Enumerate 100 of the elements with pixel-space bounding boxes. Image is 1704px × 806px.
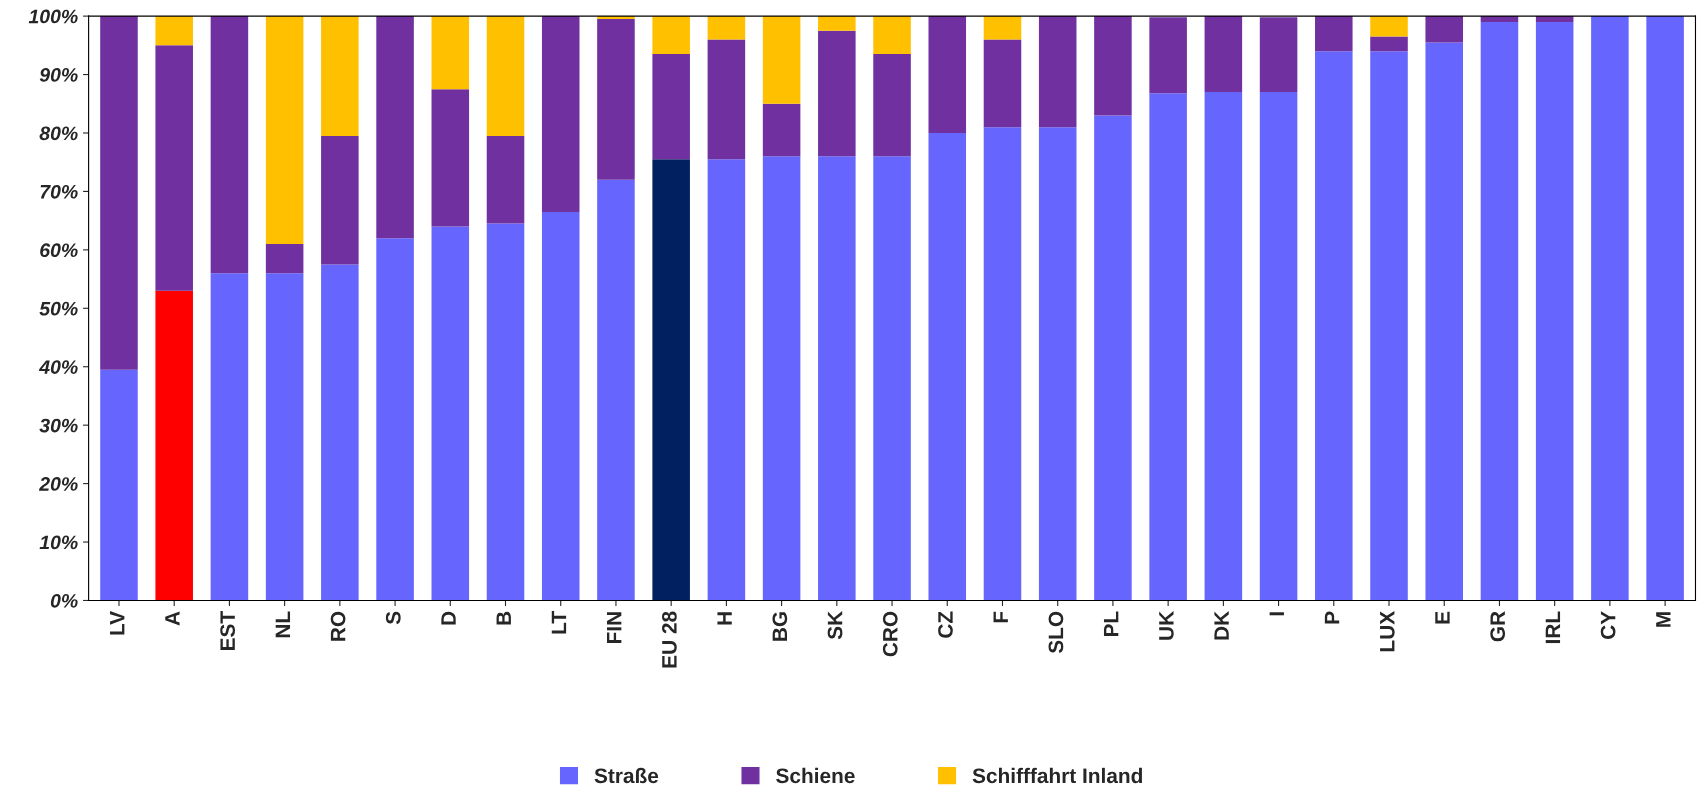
bar xyxy=(265,273,304,601)
bar xyxy=(1315,51,1353,601)
bar xyxy=(1149,93,1187,601)
x-tick-label: PL xyxy=(1103,611,1119,637)
bar xyxy=(321,264,359,601)
bar xyxy=(652,54,690,160)
bar xyxy=(873,54,911,157)
bar xyxy=(155,16,193,46)
bar xyxy=(1094,16,1132,116)
bar xyxy=(983,16,1022,40)
bar xyxy=(873,156,911,601)
x-tick-label: NL xyxy=(275,611,291,638)
bar xyxy=(818,16,856,31)
bar xyxy=(928,132,967,601)
y-tick-label: 40% xyxy=(38,360,78,374)
x-tick-label: A xyxy=(165,611,180,626)
bar xyxy=(1204,92,1243,601)
bar xyxy=(818,30,856,157)
bar xyxy=(486,223,525,601)
x-tick-label: LV xyxy=(110,611,125,635)
bar xyxy=(762,103,801,157)
bar xyxy=(707,39,746,160)
bar xyxy=(707,16,746,40)
bar xyxy=(431,89,470,227)
x-tick-label: CZ xyxy=(938,611,953,638)
bar xyxy=(873,16,911,55)
bar xyxy=(1038,16,1077,128)
bar xyxy=(1480,21,1519,601)
x-tick-label: RO xyxy=(330,611,346,641)
bar xyxy=(1535,21,1574,601)
y-tick-label: 60% xyxy=(40,243,78,258)
x-tick-label: DK xyxy=(1214,611,1229,640)
y-tick-label: 80% xyxy=(39,126,78,141)
bar xyxy=(1259,17,1298,93)
bar xyxy=(983,127,1022,601)
bar xyxy=(1149,17,1187,94)
bar xyxy=(321,135,359,265)
bar xyxy=(1315,16,1353,52)
x-tick-label: H xyxy=(717,612,732,625)
y-tick-label: 0% xyxy=(50,593,78,608)
bar xyxy=(1591,16,1629,601)
bar xyxy=(1646,16,1684,601)
x-tick-label: BG xyxy=(772,612,788,641)
legend-label: Schifffahrt Inland xyxy=(972,767,1142,784)
x-tick-label: SK xyxy=(827,611,843,640)
bar xyxy=(100,369,138,601)
bar xyxy=(376,238,414,601)
x-tick-label: S xyxy=(385,611,401,625)
y-tick-label: 50% xyxy=(39,301,78,316)
bar xyxy=(707,159,746,601)
x-tick-label: CY xyxy=(1600,611,1616,639)
x-tick-label: IRL xyxy=(1545,611,1561,644)
x-tick-label: SLO xyxy=(1048,611,1064,654)
bar xyxy=(541,211,580,601)
bar xyxy=(541,16,580,212)
legend-label: Straße xyxy=(594,767,659,784)
x-tick-label: LUX xyxy=(1380,611,1395,652)
y-tick-label: 70% xyxy=(40,184,78,199)
bar xyxy=(431,226,470,601)
bar xyxy=(1094,115,1132,601)
bar xyxy=(597,19,635,180)
bar xyxy=(983,39,1022,128)
bar xyxy=(928,16,967,133)
bar xyxy=(1259,92,1298,601)
bar xyxy=(100,16,138,370)
bar xyxy=(762,16,801,104)
y-tick-label: 100% xyxy=(28,9,78,24)
bar xyxy=(1425,42,1464,601)
bar xyxy=(155,45,193,291)
bar xyxy=(1370,51,1408,601)
x-tick-label: M xyxy=(1656,612,1671,627)
bar xyxy=(265,244,304,274)
bar xyxy=(155,290,193,601)
x-tick-label: P xyxy=(1324,611,1340,624)
bar xyxy=(486,135,525,224)
x-tick-label: I xyxy=(1269,612,1284,616)
bar xyxy=(486,16,525,136)
bar xyxy=(652,159,690,601)
x-tick-label: GR xyxy=(1490,611,1506,642)
x-tick-label: LT xyxy=(551,611,567,634)
bar xyxy=(818,156,856,601)
x-tick-label: B xyxy=(496,611,511,625)
bar xyxy=(1425,16,1464,43)
bar xyxy=(762,156,801,601)
bar xyxy=(376,16,414,239)
x-tick-label: D xyxy=(441,611,456,625)
x-tick-label: F xyxy=(993,611,1008,623)
y-tick-label: 20% xyxy=(38,477,78,491)
bar xyxy=(1370,36,1408,52)
x-tick-label: CRO xyxy=(882,611,898,657)
x-tick-label: EST xyxy=(220,611,236,651)
bar xyxy=(1204,16,1243,93)
y-tick-label: 90% xyxy=(39,68,78,82)
bar xyxy=(431,16,470,90)
bar xyxy=(652,16,690,55)
legend-label: Schiene xyxy=(776,767,855,784)
x-tick-label: FIN xyxy=(607,612,622,644)
bar xyxy=(210,16,249,274)
bar xyxy=(210,273,249,601)
x-tick-label: UK xyxy=(1159,611,1174,640)
